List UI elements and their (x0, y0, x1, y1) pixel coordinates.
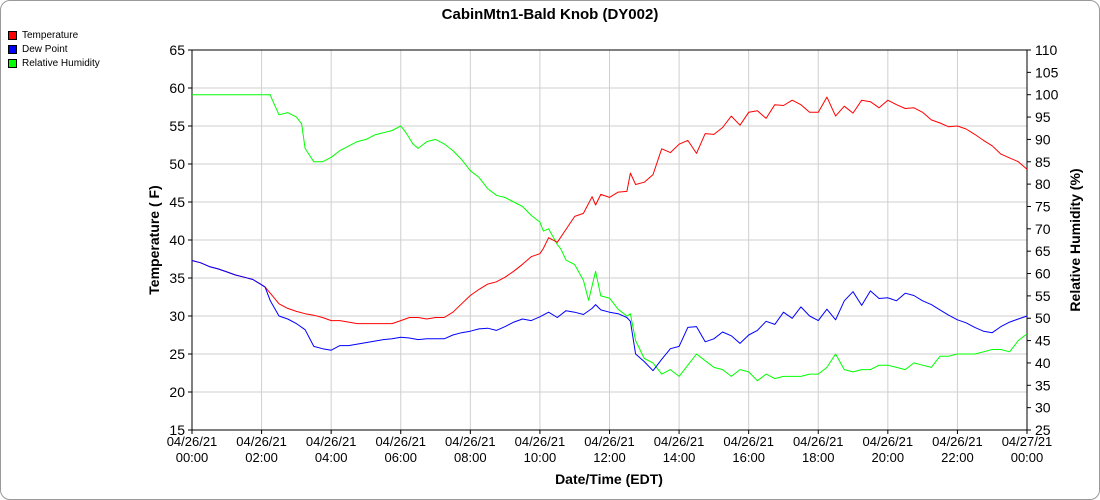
right-axis-tick-label: 100 (1035, 87, 1059, 103)
legend-label-relative-humidity: Relative Humidity (22, 57, 100, 69)
x-axis-tick-date: 04/26/21 (654, 434, 705, 449)
right-axis-tick-label: 105 (1035, 64, 1059, 80)
right-axis-tick-label: 50 (1035, 310, 1051, 326)
legend-label-temperature: Temperature (22, 29, 79, 41)
left-axis-tick-label: 25 (169, 346, 185, 362)
right-axis-tick-label: 30 (1035, 400, 1051, 416)
x-axis-tick-time: 12:00 (593, 450, 626, 465)
right-axis-tick-label: 80 (1035, 176, 1051, 192)
x-axis-label: Date/Time (EDT) (555, 471, 663, 487)
x-axis-tick-date: 04/26/21 (932, 434, 983, 449)
x-axis-tick-date: 04/26/21 (445, 434, 496, 449)
left-axis-tick-label: 60 (169, 80, 185, 96)
right-axis-tick-label: 90 (1035, 131, 1051, 147)
x-axis-tick-time: 06:00 (384, 450, 417, 465)
right-axis-tick-label: 65 (1035, 243, 1051, 259)
legend: Temperature Dew Point Relative Humidity (8, 28, 100, 70)
x-axis-tick-date: 04/26/21 (723, 434, 774, 449)
x-axis-ticks: 04/26/2100:0004/26/2102:0004/26/2104:000… (167, 430, 1053, 465)
left-axis-tick-label: 30 (169, 308, 185, 324)
x-axis-tick-time: 02:00 (245, 450, 278, 465)
right-axis-tick-label: 45 (1035, 333, 1051, 349)
x-axis-tick-date: 04/26/21 (863, 434, 914, 449)
x-axis-tick-time: 00:00 (1011, 450, 1044, 465)
left-axis-tick-label: 55 (169, 118, 185, 134)
legend-item-relative-humidity: Relative Humidity (8, 56, 100, 70)
left-axis-ticks: 15 20 25 30 35 40 45 50 55 60 65 (169, 42, 192, 438)
series-lines (191, 94, 1028, 382)
x-axis-tick-time: 18:00 (802, 450, 835, 465)
x-axis-tick-date: 04/26/21 (375, 434, 426, 449)
left-axis-tick-label: 50 (169, 156, 185, 172)
right-axis-label: Relative Humidity (%) (1067, 168, 1083, 311)
x-axis-tick-date: 04/26/21 (515, 434, 566, 449)
legend-swatch-relative-humidity (8, 58, 17, 68)
right-axis-tick-label: 70 (1035, 221, 1051, 237)
right-axis-tick-label: 85 (1035, 154, 1051, 170)
series-line-dew-point (191, 260, 1028, 372)
right-axis-tick-label: 25 (1035, 422, 1051, 438)
series-line-relative-humidity (192, 94, 1028, 382)
left-axis-tick-label: 35 (169, 270, 185, 286)
right-axis-tick-label: 35 (1035, 377, 1051, 393)
series-line-temperature (191, 96, 1028, 325)
x-axis-tick-date: 04/26/21 (167, 434, 218, 449)
right-axis-tick-label: 60 (1035, 266, 1051, 282)
right-axis-tick-label: 75 (1035, 198, 1051, 214)
x-axis-tick-date: 04/26/21 (584, 434, 635, 449)
right-axis-tick-label: 95 (1035, 109, 1051, 125)
left-axis-tick-label: 45 (169, 194, 185, 210)
chart-title: CabinMtn1-Bald Knob (DY002) (442, 6, 659, 23)
x-axis-tick-time: 16:00 (732, 450, 765, 465)
x-axis-tick-time: 00:00 (176, 450, 209, 465)
x-axis-tick-time: 08:00 (454, 450, 487, 465)
legend-item-dew-point: Dew Point (8, 42, 100, 56)
x-axis-tick-date: 04/26/21 (236, 434, 287, 449)
legend-label-dew-point: Dew Point (22, 43, 68, 55)
x-axis-tick-time: 20:00 (872, 450, 905, 465)
legend-swatch-dew-point (8, 44, 17, 54)
left-axis-tick-label: 65 (169, 42, 185, 58)
x-axis-tick-time: 14:00 (663, 450, 696, 465)
x-axis-tick-time: 22:00 (941, 450, 974, 465)
legend-swatch-temperature (8, 30, 17, 40)
x-axis-tick-date: 04/26/21 (306, 434, 357, 449)
left-axis-label: Temperature ( F) (146, 185, 162, 294)
right-axis-tick-label: 40 (1035, 355, 1051, 371)
x-axis-tick-time: 04:00 (315, 450, 348, 465)
right-axis-tick-label: 110 (1035, 42, 1058, 58)
right-axis-tick-label: 55 (1035, 288, 1051, 304)
right-axis-ticks: 25 30 35 40 45 50 55 60 65 70 75 80 85 90 95 100 105 110 (1027, 42, 1059, 438)
x-axis-tick-date: 04/26/21 (793, 434, 844, 449)
left-axis-tick-label: 20 (169, 384, 185, 400)
left-axis-tick-label: 15 (169, 422, 185, 438)
x-axis-tick-time: 10:00 (524, 450, 557, 465)
left-axis-tick-label: 40 (169, 232, 185, 248)
legend-item-temperature: Temperature (8, 28, 100, 42)
x-axis-tick-date: 04/27/21 (1002, 434, 1053, 449)
